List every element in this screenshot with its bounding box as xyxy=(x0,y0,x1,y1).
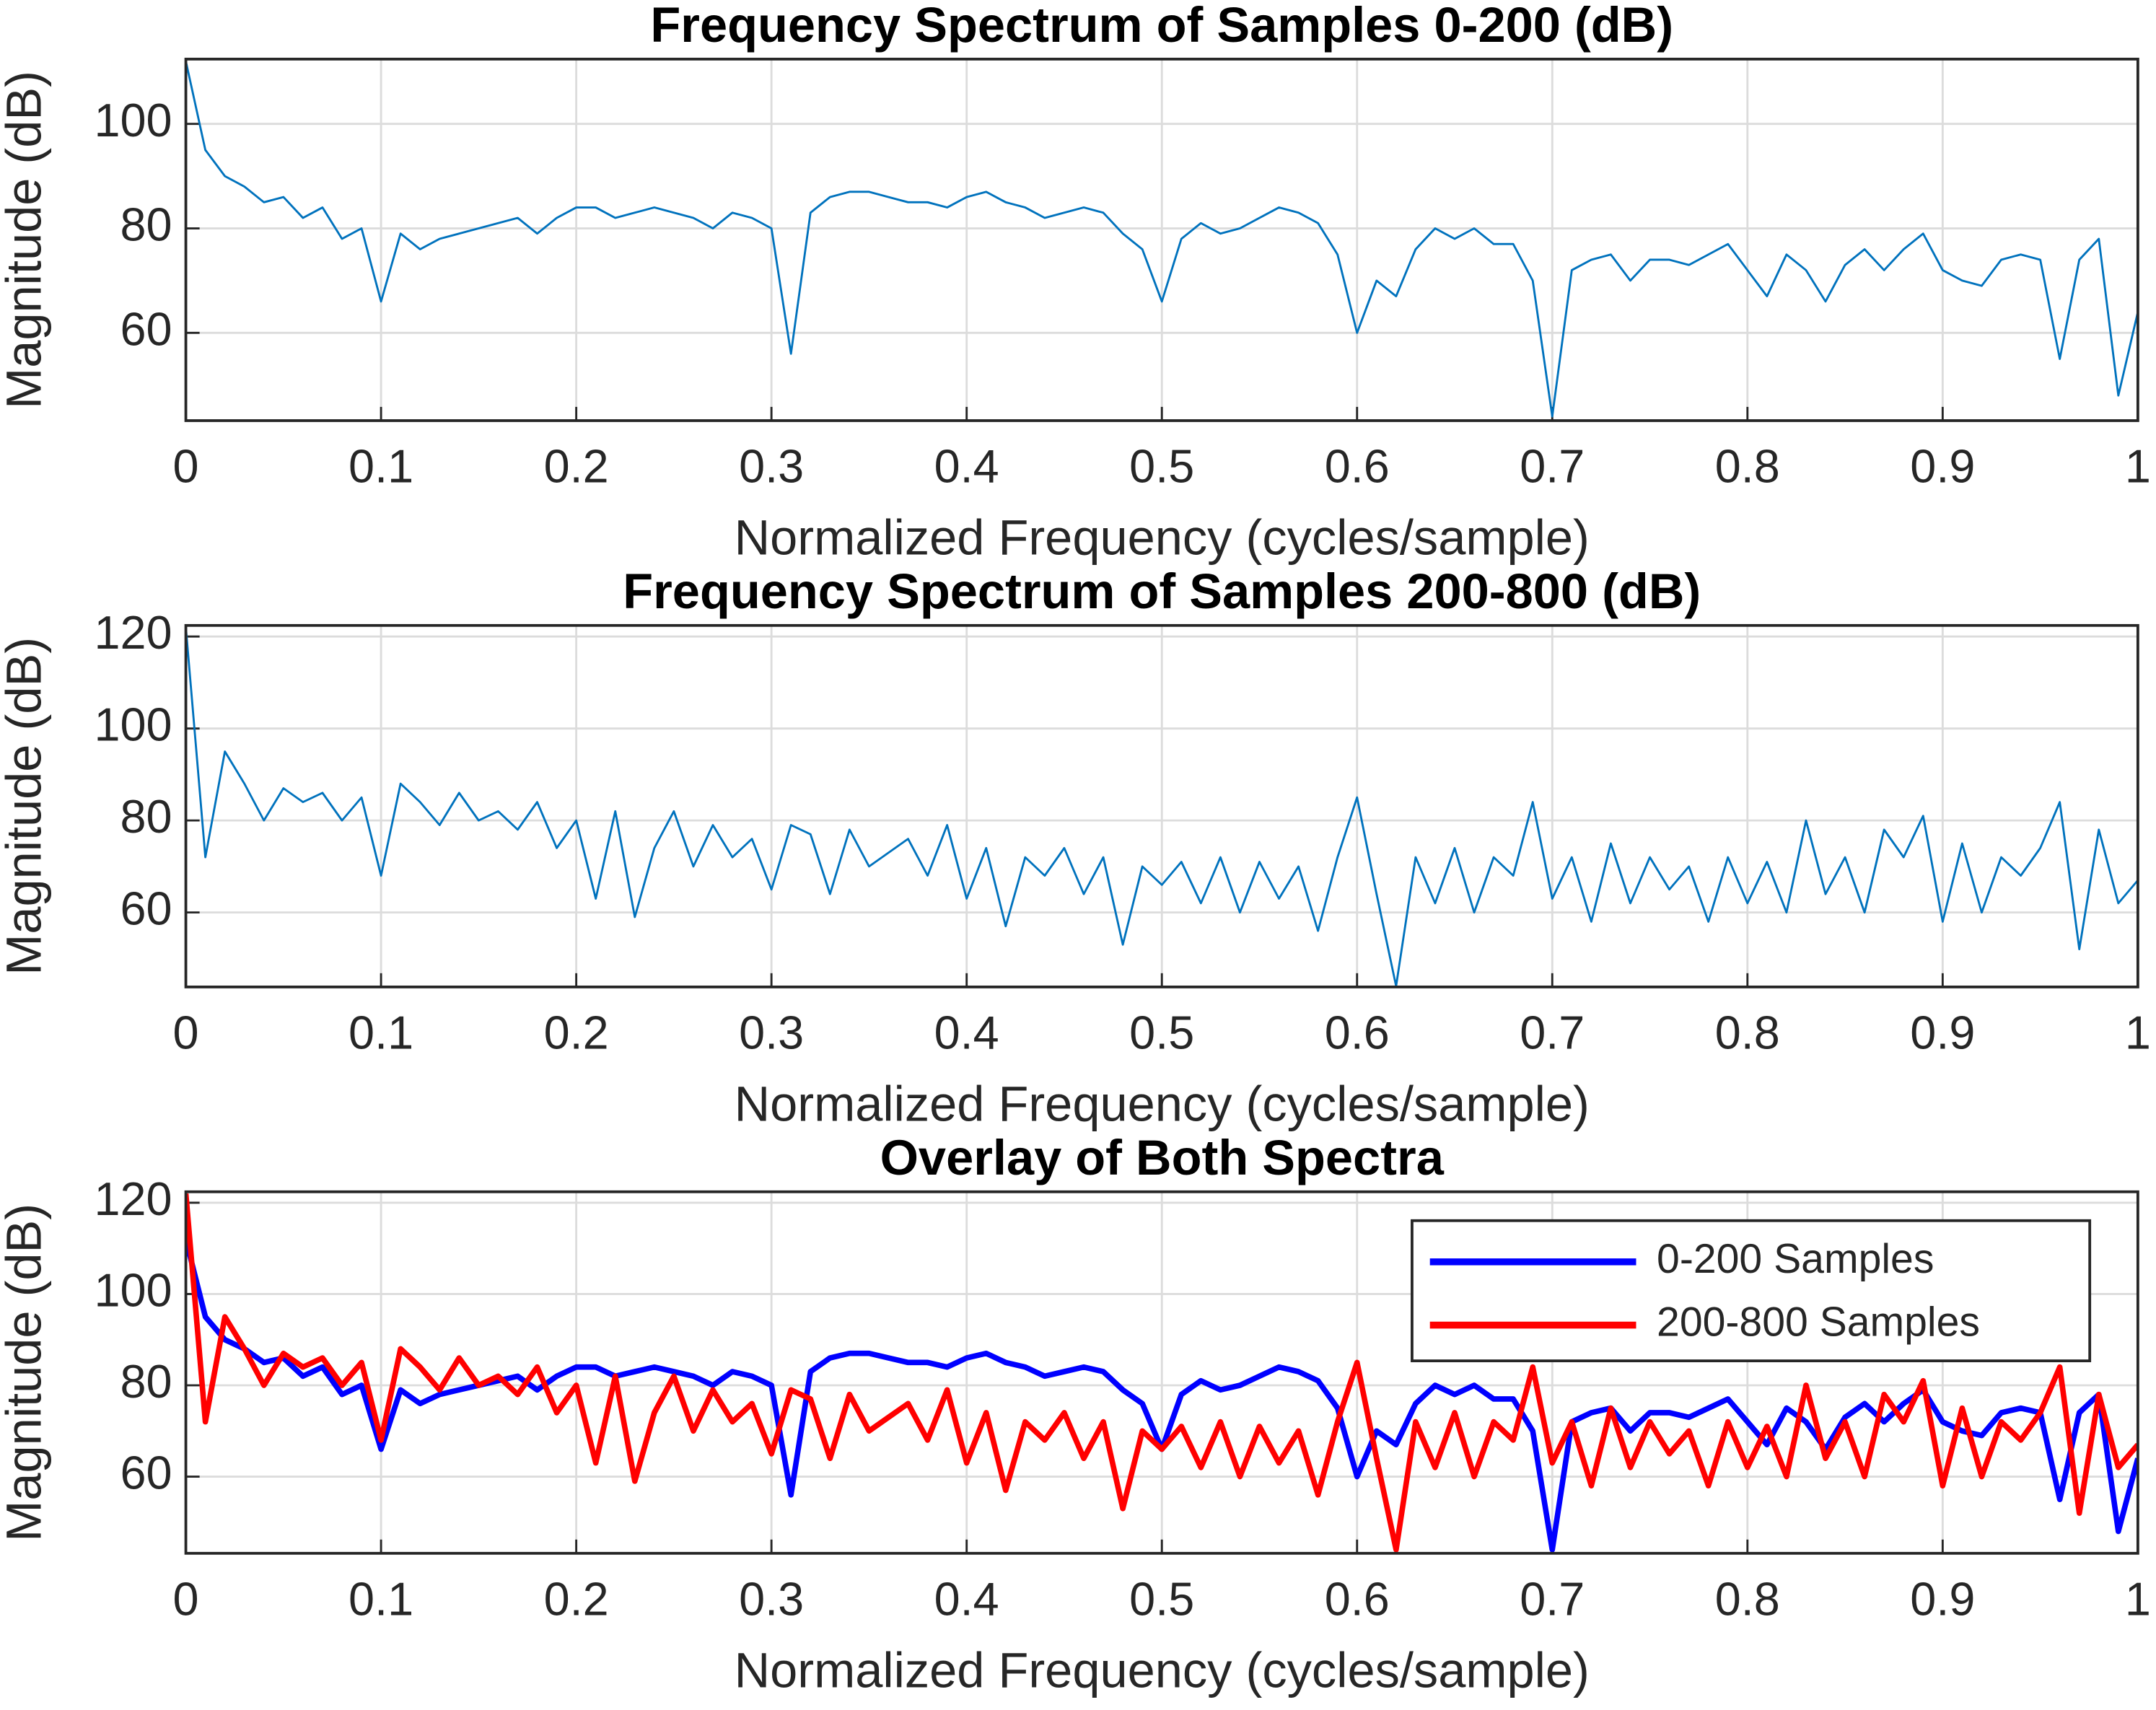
x-tick-label: 0.8 xyxy=(1715,440,1780,493)
x-tick-label: 0.2 xyxy=(544,1573,609,1626)
y-tick-label: 100 xyxy=(94,94,172,146)
axes-box xyxy=(184,1190,2139,1555)
x-tick-label: 0.5 xyxy=(1129,1573,1194,1626)
x-tick-label: 1 xyxy=(2125,1573,2151,1626)
x-tick-label: 0.5 xyxy=(1129,440,1194,493)
y-axis-label: Magnitude (dB) xyxy=(0,1203,52,1542)
x-tick-label: 0.4 xyxy=(934,1007,999,1059)
legend: 0-200 Samples 200-800 Samples xyxy=(1411,1219,2092,1362)
plot: 0 0.1 0.2 0.3 0.4 0.5 0.6 0.7 0.8 0.9 1 60 80 100 120 F… xyxy=(0,564,2151,1132)
x-tick-label: 0.3 xyxy=(739,1573,804,1626)
x-axis-label: Normalized Frequency (cycles/sample) xyxy=(735,1643,1590,1698)
y-tick-label: 100 xyxy=(94,1264,172,1317)
axes-box xyxy=(184,58,2139,422)
line xyxy=(185,61,2138,418)
x-tick-label: 0.2 xyxy=(544,440,609,493)
y-tick-label: 60 xyxy=(120,882,172,935)
plot: 0 0.1 0.2 0.3 0.4 0.5 0.6 0.7 0.8 0.9 1 60 80 100 120 O… xyxy=(0,1130,2151,1698)
x-tick-label: 0.9 xyxy=(1910,1007,1975,1059)
x-tick-label: 0.1 xyxy=(349,440,413,493)
x-tick-label: 0.1 xyxy=(349,1007,413,1059)
x-tick-label: 0.8 xyxy=(1715,1007,1780,1059)
chart-title: Frequency Spectrum of Samples 0-200 (dB) xyxy=(650,0,1673,53)
legend-label: 200-800 Samples xyxy=(1657,1299,1980,1346)
x-tick-label: 0.8 xyxy=(1715,1573,1780,1626)
x-tick-label: 0.7 xyxy=(1520,440,1585,493)
x-tick-label: 0.5 xyxy=(1129,1007,1194,1059)
y-tick-label: 120 xyxy=(94,606,172,659)
y-axis-label: Magnitude (dB) xyxy=(0,637,52,975)
x-tick-label: 0.4 xyxy=(934,440,999,493)
x-tick-label: 0 xyxy=(173,440,199,493)
x-tick-label: 0.6 xyxy=(1325,1573,1390,1626)
y-tick-label: 120 xyxy=(94,1172,172,1225)
line xyxy=(185,1193,2138,1553)
plot: 0 0.1 0.2 0.3 0.4 0.5 0.6 0.7 0.8 0.9 1 60 80 100 Freq… xyxy=(0,0,2151,566)
legend-label: 0-200 Samples xyxy=(1657,1236,1934,1282)
x-tick-label: 0.7 xyxy=(1520,1573,1585,1626)
line xyxy=(185,627,2138,987)
x-tick-label: 0.6 xyxy=(1325,1007,1390,1059)
x-tick-label: 0.3 xyxy=(739,440,804,493)
x-tick-label: 0 xyxy=(173,1007,199,1059)
legend-box xyxy=(1411,1219,2092,1362)
x-tick-label: 0.1 xyxy=(349,1573,413,1626)
y-tick-label: 60 xyxy=(120,1447,172,1499)
x-tick-label: 1 xyxy=(2125,440,2151,493)
x-tick-label: 0.7 xyxy=(1520,1007,1585,1059)
x-axis-label: Normalized Frequency (cycles/sample) xyxy=(735,510,1590,566)
y-tick-label: 80 xyxy=(120,1355,172,1408)
x-tick-label: 0.3 xyxy=(739,1007,804,1059)
x-tick-label: 0.4 xyxy=(934,1573,999,1626)
y-axis-label: Magnitude (dB) xyxy=(0,71,52,409)
chart-title: Overlay of Both Spectra xyxy=(880,1130,1445,1185)
y-tick-label: 80 xyxy=(120,790,172,843)
y-tick-label: 80 xyxy=(120,198,172,251)
chart-title: Frequency Spectrum of Samples 200-800 (d… xyxy=(623,564,1701,619)
x-tick-label: 1 xyxy=(2125,1007,2151,1059)
axes-box xyxy=(184,623,2139,988)
x-tick-label: 0.6 xyxy=(1325,440,1390,493)
y-tick-label: 60 xyxy=(120,302,172,355)
x-axis-label: Normalized Frequency (cycles/sample) xyxy=(735,1077,1590,1132)
x-tick-label: 0.2 xyxy=(544,1007,609,1059)
x-tick-label: 0.9 xyxy=(1910,1573,1975,1626)
x-tick-label: 0 xyxy=(173,1573,199,1626)
y-tick-label: 100 xyxy=(94,698,172,751)
x-tick-label: 0.9 xyxy=(1910,440,1975,493)
